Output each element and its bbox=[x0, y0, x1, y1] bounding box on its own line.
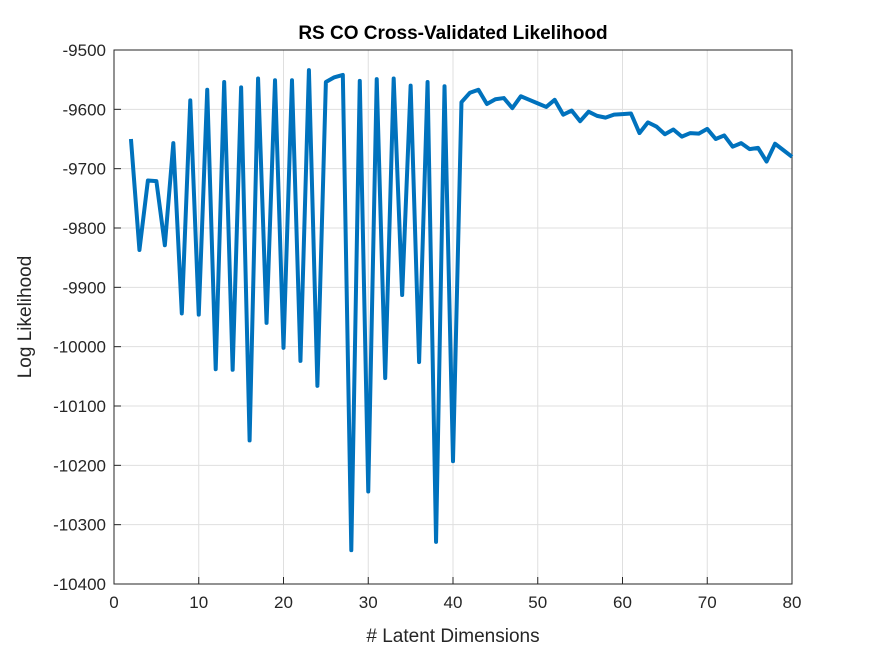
y-tick-label: -9500 bbox=[63, 41, 106, 60]
y-axis-label: Log Likelihood bbox=[15, 256, 36, 379]
x-tick-label: 0 bbox=[109, 593, 118, 612]
y-tick-label: -10200 bbox=[53, 456, 106, 475]
y-tick-label: -9800 bbox=[63, 219, 106, 238]
x-tick-label: 60 bbox=[613, 593, 632, 612]
x-tick-label: 40 bbox=[444, 593, 463, 612]
x-tick-label: 30 bbox=[359, 593, 378, 612]
x-axis-label: # Latent Dimensions bbox=[366, 626, 539, 647]
x-tick-label: 70 bbox=[698, 593, 717, 612]
x-tick-label: 20 bbox=[274, 593, 293, 612]
y-tick-label: -10100 bbox=[53, 397, 106, 416]
x-tick-label: 80 bbox=[783, 593, 802, 612]
chart-title: RS CO Cross-Validated Likelihood bbox=[298, 23, 607, 44]
y-tick-label: -9700 bbox=[63, 160, 106, 179]
y-tick-label: -10400 bbox=[53, 575, 106, 594]
y-tick-label: -9600 bbox=[63, 100, 106, 119]
y-tick-label: -10000 bbox=[53, 338, 106, 357]
x-tick-label: 10 bbox=[189, 593, 208, 612]
y-tick-label: -9900 bbox=[63, 278, 106, 297]
y-tick-label: -10300 bbox=[53, 516, 106, 535]
x-tick-label: 50 bbox=[528, 593, 547, 612]
